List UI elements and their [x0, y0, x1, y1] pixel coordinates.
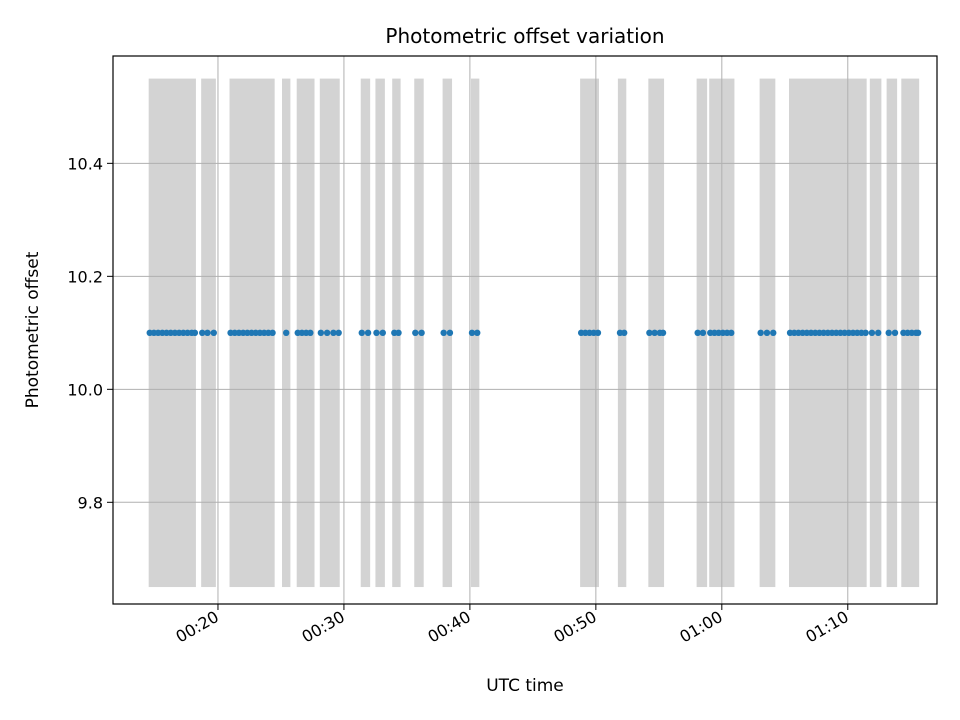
data-point	[446, 329, 454, 337]
data-point	[307, 329, 314, 337]
data-point	[323, 329, 331, 337]
data-point	[699, 329, 707, 337]
data-point	[694, 329, 701, 337]
data-point	[210, 329, 217, 337]
data-point	[379, 329, 386, 337]
data-point	[317, 329, 325, 337]
data-point	[330, 329, 337, 337]
data-point	[269, 329, 276, 337]
data-point	[440, 329, 447, 337]
data-point	[358, 329, 365, 337]
data-point	[875, 329, 882, 337]
y-tick-label: 10.4	[67, 154, 103, 173]
data-point	[891, 329, 899, 337]
data-point	[594, 329, 602, 337]
grid-lines	[113, 56, 937, 604]
data-point	[651, 329, 658, 337]
data-point	[885, 329, 892, 337]
data-point	[646, 329, 653, 337]
data-point	[199, 329, 206, 337]
data-point	[728, 329, 735, 337]
data-point	[364, 329, 372, 337]
data-point	[659, 329, 667, 337]
data-point	[763, 329, 771, 337]
data-point	[474, 329, 481, 337]
data-points	[146, 329, 922, 337]
data-point	[204, 329, 211, 337]
data-point	[868, 329, 876, 337]
data-point	[191, 329, 199, 337]
data-point	[418, 329, 425, 337]
data-point	[412, 329, 419, 337]
data-point	[757, 329, 764, 337]
data-point	[335, 329, 342, 337]
y-axis-ticks: 9.8 10.0 10.2 10.4	[67, 154, 113, 512]
data-point	[282, 329, 290, 337]
data-point	[395, 329, 402, 337]
y-axis-title: Photometric offset	[23, 251, 43, 408]
y-tick-label: 10.2	[67, 267, 103, 286]
data-point	[620, 329, 628, 337]
plot-frame	[112, 55, 938, 605]
x-axis-title: UTC time	[486, 676, 564, 696]
data-point	[914, 329, 922, 337]
y-tick-label: 9.8	[78, 493, 103, 512]
data-point	[770, 329, 777, 337]
data-point	[862, 329, 869, 337]
data-point	[373, 329, 380, 337]
y-tick-label: 10.0	[67, 380, 103, 399]
data-point	[468, 329, 476, 337]
chart-title: Photometric offset variation	[385, 24, 664, 48]
